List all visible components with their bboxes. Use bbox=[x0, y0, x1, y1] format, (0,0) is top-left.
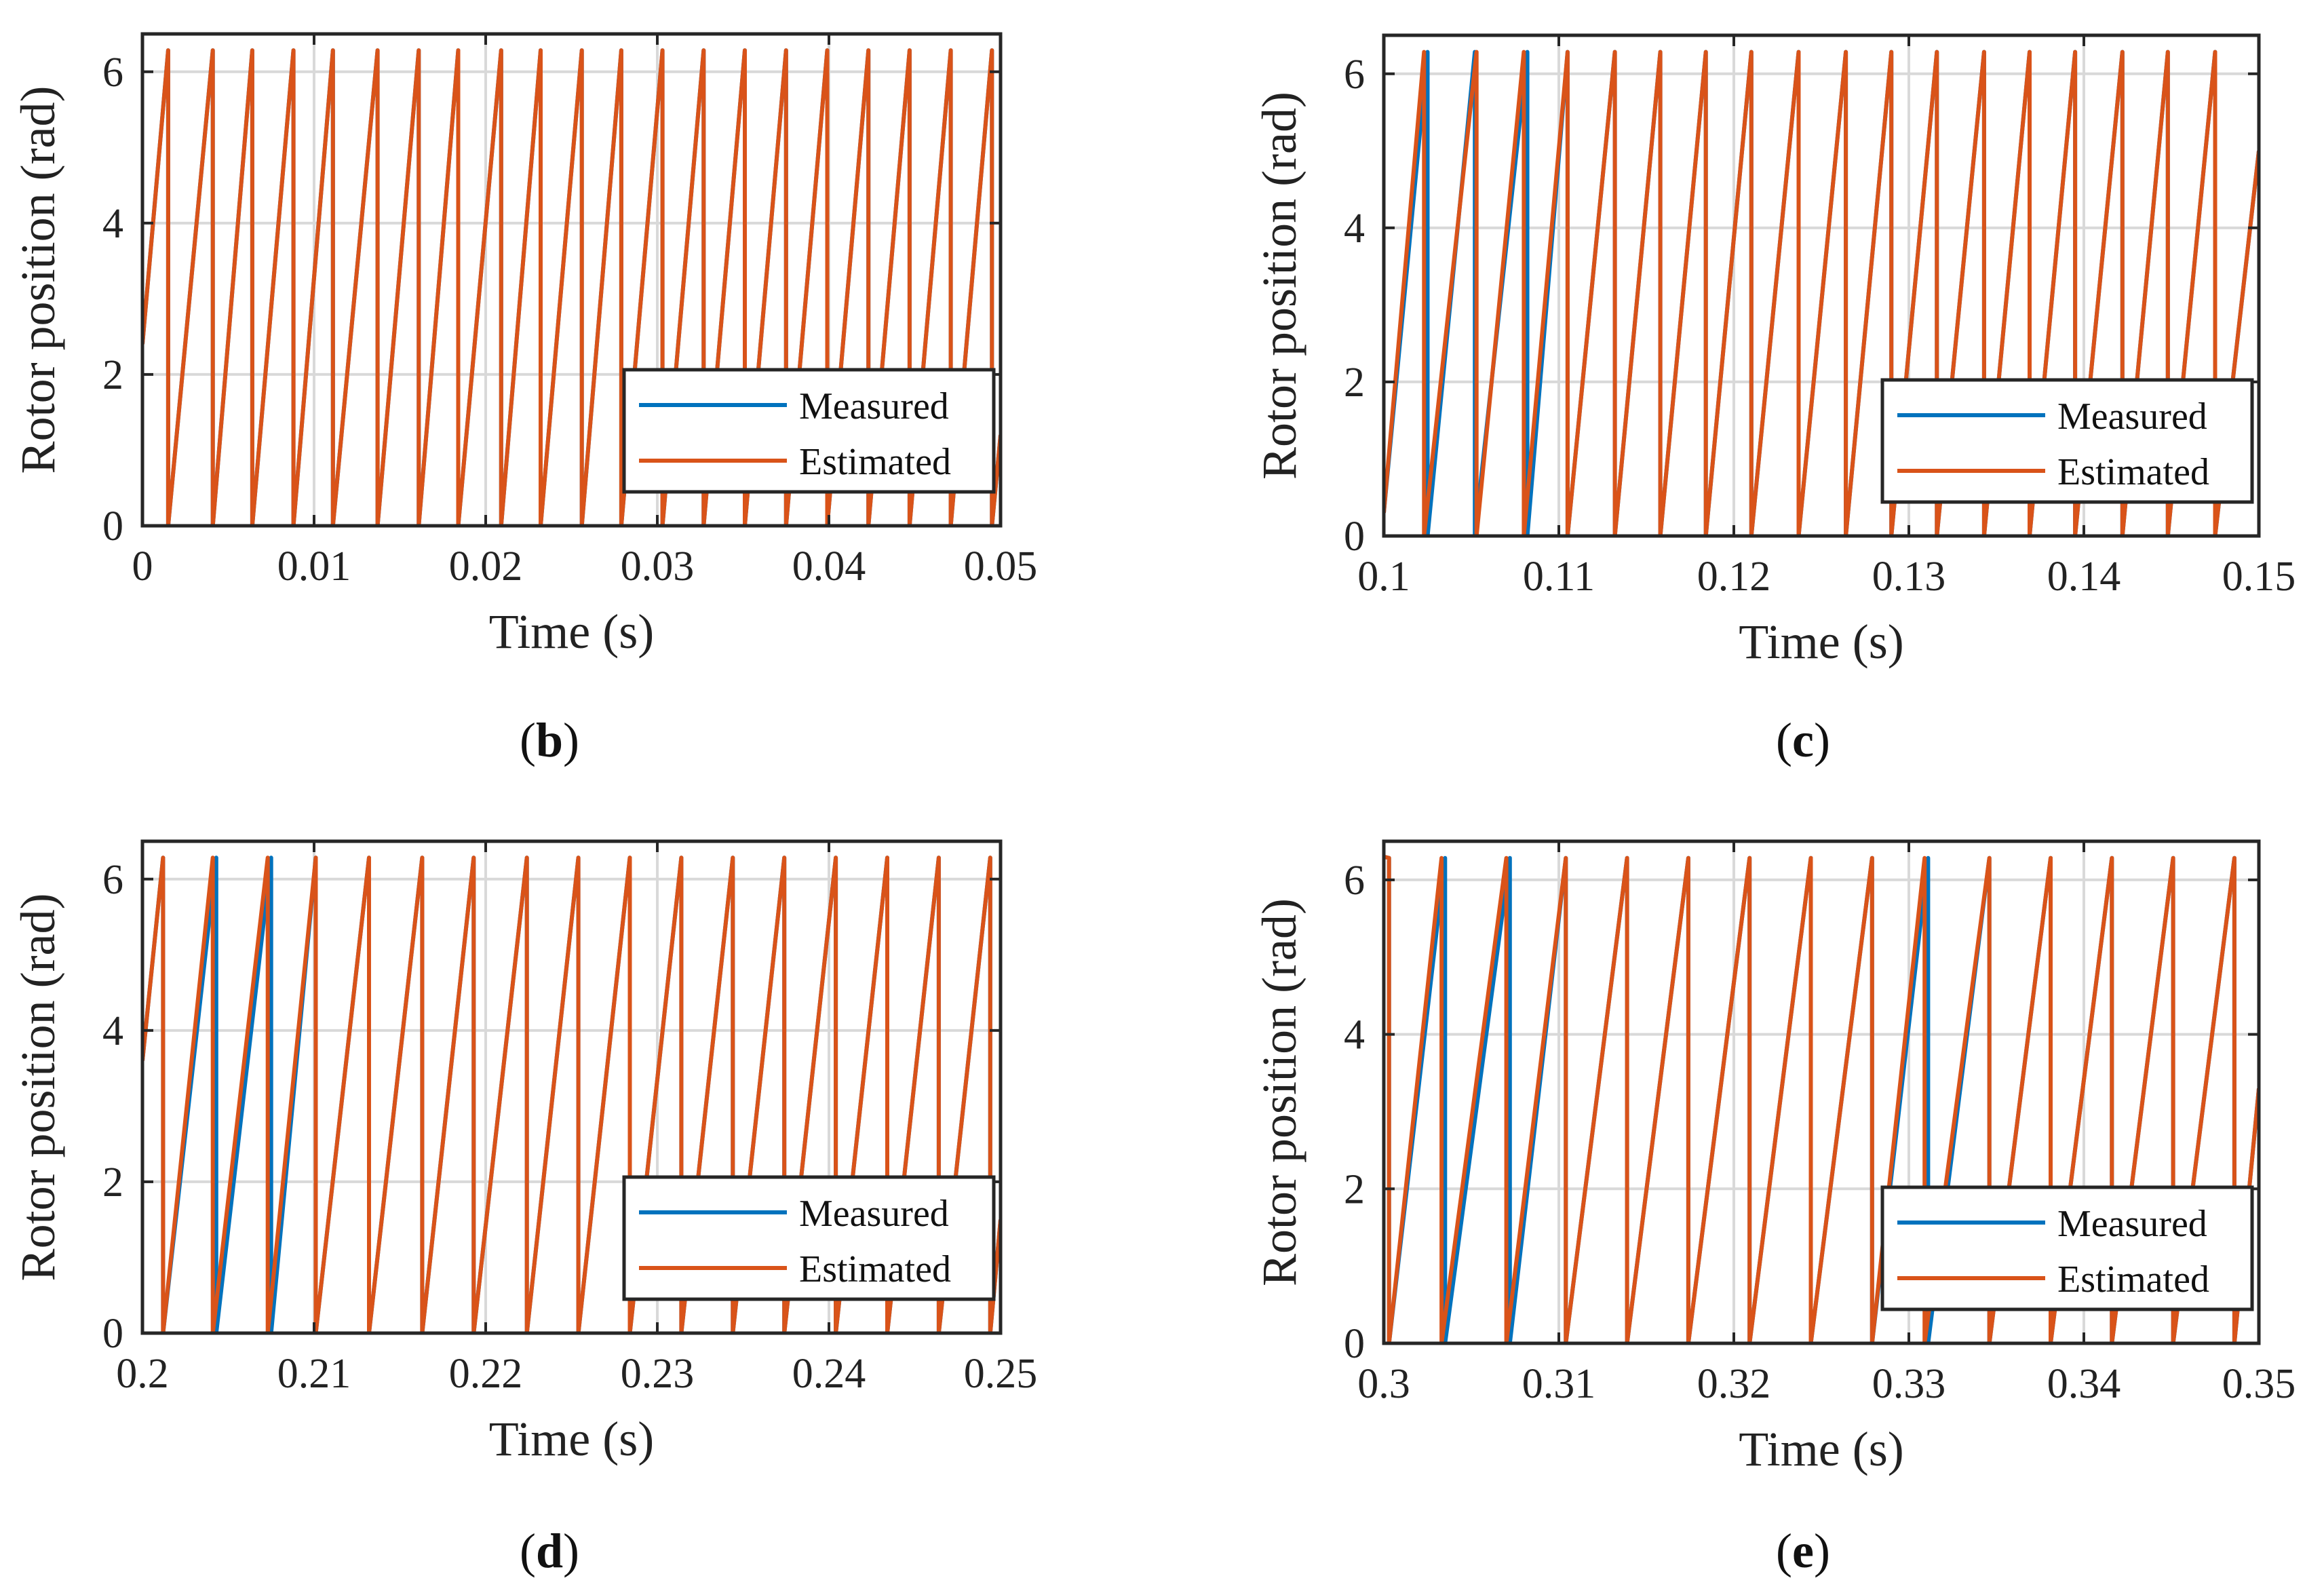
series-group bbox=[142, 856, 1001, 1333]
x-tick-label: 0.25 bbox=[964, 1351, 1038, 1397]
panel-e: 0.3 0.31 0.32 0.33 0.34 0.35 0 2 4 6 Time (s) Rotor… bbox=[1252, 839, 2296, 1476]
x-tick-label: 0.01 bbox=[277, 543, 351, 590]
caption-d: (d) bbox=[520, 1524, 579, 1578]
x-tick-label: 0.03 bbox=[621, 543, 695, 590]
legend: Measured Estimated bbox=[622, 1175, 996, 1301]
series-line-estimated bbox=[142, 856, 1001, 1333]
y-tick-label: 0 bbox=[1344, 1321, 1365, 1367]
x-tick-label: 0.24 bbox=[792, 1351, 866, 1397]
legend: Measured Estimated bbox=[1880, 378, 2254, 504]
legend-label-estimated: Estimated bbox=[2057, 1258, 2209, 1301]
x-tick-label: 0.31 bbox=[1522, 1361, 1596, 1407]
y-tick-label: 4 bbox=[1344, 206, 1365, 252]
x-tick-label: 0.32 bbox=[1697, 1361, 1771, 1407]
axes-box bbox=[1382, 839, 2261, 1345]
legend-label-measured: Measured bbox=[799, 385, 949, 427]
legend-label-estimated: Estimated bbox=[799, 441, 951, 483]
x-tick-label: 0.22 bbox=[449, 1351, 523, 1397]
panel-b: 0 0.01 0.02 0.03 0.04 0.05 0 2 4 6 Time (s) Rotor p… bbox=[11, 32, 1038, 659]
y-tick-label: 0 bbox=[102, 1311, 123, 1357]
y-tick-label: 6 bbox=[102, 50, 123, 96]
x-tick-label: 0.33 bbox=[1872, 1361, 1946, 1407]
x-tick-label: 0.15 bbox=[2222, 554, 2296, 600]
x-tick-label: 0.02 bbox=[449, 543, 523, 590]
x-tick-label: 0.23 bbox=[621, 1351, 695, 1397]
caption-e: (e) bbox=[1776, 1524, 1830, 1578]
panel-c: 0.1 0.11 0.12 0.13 0.14 0.15 0 2 4 6 Time (s) Rotor… bbox=[1252, 33, 2296, 669]
axes-box bbox=[140, 839, 1003, 1335]
y-tick-label: 0 bbox=[1344, 514, 1365, 560]
x-tick-label: 0.1 bbox=[1357, 554, 1410, 600]
y-tick-label: 4 bbox=[102, 201, 123, 247]
axes-box bbox=[1382, 33, 2261, 538]
series-line-estimated bbox=[1384, 50, 2259, 536]
series-group bbox=[1384, 50, 2259, 536]
legend: Measured Estimated bbox=[1880, 1185, 2254, 1311]
legend-label-measured: Measured bbox=[2057, 396, 2207, 438]
legend-box bbox=[622, 1175, 996, 1301]
y-tick-label: 2 bbox=[102, 352, 123, 398]
y-tick-label: 4 bbox=[1344, 1012, 1365, 1058]
y-tick-label: 2 bbox=[102, 1159, 123, 1206]
y-tick-label: 4 bbox=[102, 1008, 123, 1054]
x-axis-label: Time (s) bbox=[489, 1412, 654, 1466]
legend-box bbox=[1880, 378, 2254, 504]
legend-label-estimated: Estimated bbox=[2057, 451, 2209, 493]
y-axis-label: Rotor position (rad) bbox=[1252, 898, 1306, 1286]
x-tick-label: 0.05 bbox=[964, 543, 1038, 590]
legend: Measured Estimated bbox=[622, 368, 996, 494]
y-tick-label: 6 bbox=[1344, 858, 1365, 904]
x-tick-label: 0.35 bbox=[2222, 1361, 2296, 1407]
x-axis-label: Time (s) bbox=[489, 604, 654, 659]
x-tick-label: 0.11 bbox=[1523, 554, 1595, 600]
y-axis-label: Rotor position (rad) bbox=[1252, 92, 1306, 480]
y-axis-label: Rotor position (rad) bbox=[11, 893, 65, 1282]
x-tick-label: 0.12 bbox=[1697, 554, 1771, 600]
legend-box bbox=[1880, 1185, 2254, 1311]
x-axis-label: Time (s) bbox=[1739, 615, 1903, 669]
x-tick-label: 0.21 bbox=[277, 1351, 351, 1397]
x-tick-label: 0.34 bbox=[2047, 1361, 2121, 1407]
legend-label-measured: Measured bbox=[799, 1193, 949, 1235]
x-tick-label: 0.13 bbox=[1872, 554, 1946, 600]
y-tick-label: 0 bbox=[102, 503, 123, 550]
y-tick-label: 2 bbox=[1344, 360, 1365, 406]
legend-label-estimated: Estimated bbox=[799, 1248, 951, 1290]
caption-c: (c) bbox=[1776, 713, 1830, 767]
x-tick-label: 0 bbox=[132, 543, 153, 590]
legend-box bbox=[622, 368, 996, 494]
y-tick-label: 2 bbox=[1344, 1166, 1365, 1212]
legend-label-measured: Measured bbox=[2057, 1203, 2207, 1245]
x-tick-label: 0.2 bbox=[116, 1351, 169, 1397]
y-tick-label: 6 bbox=[102, 857, 123, 903]
x-tick-label: 0.04 bbox=[792, 543, 866, 590]
x-tick-label: 0.14 bbox=[2047, 554, 2121, 600]
caption-b: (b) bbox=[520, 713, 579, 767]
x-tick-label: 0.3 bbox=[1357, 1361, 1410, 1407]
y-tick-label: 6 bbox=[1344, 52, 1365, 98]
axes-box bbox=[140, 32, 1003, 528]
panel-d: 0.2 0.21 0.22 0.23 0.24 0.25 0 2 4 6 Time (s) Rotor… bbox=[11, 839, 1038, 1466]
x-axis-label: Time (s) bbox=[1739, 1422, 1903, 1476]
y-axis-label: Rotor position (rad) bbox=[11, 86, 65, 474]
